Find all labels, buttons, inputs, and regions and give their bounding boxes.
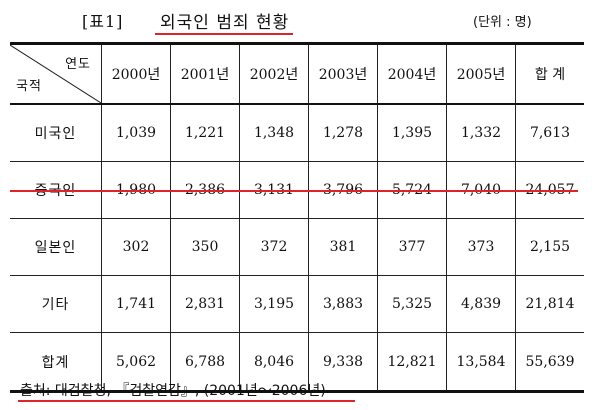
column-header: 2002년	[239, 45, 308, 103]
title-underline	[155, 33, 293, 35]
table-cell: 8,046	[239, 333, 308, 390]
table-cell: 55,639	[515, 333, 584, 390]
column-header: 2000년	[101, 45, 170, 103]
table-cell: 373	[446, 219, 515, 275]
table-cell: 1,741	[101, 276, 170, 332]
table-cell: 12,821	[377, 333, 446, 390]
column-header: 합 계	[515, 45, 584, 103]
table-cell: 1,332	[446, 105, 515, 161]
table-cell: 2,831	[170, 276, 239, 332]
table-cell: 1,278	[308, 105, 377, 161]
crime-table: 연도 국적 2000년 2001년 2002년 2003년 2004년 2005…	[10, 42, 584, 393]
diagonal-divider	[10, 45, 101, 103]
table-header-row: 연도 국적 2000년 2001년 2002년 2003년 2004년 2005…	[10, 45, 584, 105]
column-header: 2001년	[170, 45, 239, 103]
table-row: 기타 1,741 2,831 3,195 3,883 5,325 4,839 2…	[10, 276, 584, 333]
source-note: 출처: 대검찰청, 『검찰연감』, (2001년～2006년)	[20, 383, 326, 399]
table-cell: 13,584	[446, 333, 515, 390]
page-title: 외국인 범죄 현황	[160, 13, 290, 33]
corner-header-cell: 연도 국적	[10, 45, 101, 103]
table-cell: 1,221	[170, 105, 239, 161]
table-cell: 21,814	[515, 276, 584, 332]
column-header: 2003년	[308, 45, 377, 103]
table-cell: 5,325	[377, 276, 446, 332]
header: [표1] 외국인 범죄 현황 (단위 : 명)	[0, 0, 600, 42]
table-cell: 381	[308, 219, 377, 275]
table-cell: 9,338	[308, 333, 377, 390]
table-cell: 372	[239, 219, 308, 275]
row-label: 합계	[41, 354, 70, 371]
table-cell: 3,883	[308, 276, 377, 332]
column-header: 2004년	[377, 45, 446, 103]
corner-nationality-label: 국적	[16, 79, 42, 94]
china-row-highlight-underline	[10, 190, 578, 192]
unit-label: (단위 : 명)	[473, 15, 532, 30]
table-cell: 6,788	[170, 333, 239, 390]
source-underline	[18, 400, 355, 402]
table-cell: 302	[101, 219, 170, 275]
table-cell: 1,039	[101, 105, 170, 161]
table-cell: 7,613	[515, 105, 584, 161]
table-cell: 2,155	[515, 219, 584, 275]
table-cell: 1,395	[377, 105, 446, 161]
column-header: 2005년	[446, 45, 515, 103]
table-cell: 5,062	[101, 333, 170, 390]
table-cell: 3,195	[239, 276, 308, 332]
table-row: 일본인 302 350 372 381 377 373 2,155	[10, 219, 584, 276]
corner-year-label: 연도	[65, 57, 91, 72]
table-cell: 377	[377, 219, 446, 275]
table-cell: 1,348	[239, 105, 308, 161]
table-row: 미국인 1,039 1,221 1,348 1,278 1,395 1,332 …	[10, 105, 584, 162]
row-label: 미국인	[34, 126, 77, 142]
table-cell: 350	[170, 219, 239, 275]
table-label: [표1]	[82, 12, 124, 31]
table-cell: 4,839	[446, 276, 515, 332]
row-label: 기타	[41, 297, 70, 313]
row-label: 일본인	[34, 240, 77, 256]
table-total-row: 합계 5,062 6,788 8,046 9,338 12,821 13,584…	[10, 333, 584, 390]
